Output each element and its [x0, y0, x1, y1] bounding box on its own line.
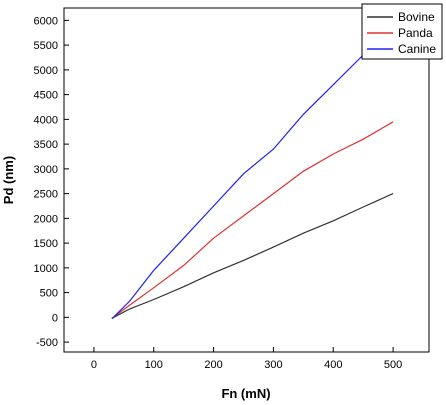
y-tick-label: 5500: [34, 40, 58, 52]
y-tick-label: -500: [36, 337, 58, 349]
legend-label-canine: Canine: [398, 42, 436, 56]
legend-items: Bovine Panda Canine: [367, 10, 436, 56]
tick-group: 0 100 200 300 400 500 -500 0 500 1000 1500 2000 2500…: [34, 15, 403, 371]
legend-label-panda: Panda: [398, 26, 433, 40]
y-tick-label: 5000: [34, 65, 58, 77]
y-tick-label: 6000: [34, 15, 58, 27]
y-tick-label: 1500: [34, 238, 58, 250]
x-tick-label: 200: [204, 359, 222, 371]
x-tick-label: 400: [324, 359, 342, 371]
series-line-canine: [111, 24, 394, 320]
x-tick-label: 0: [91, 359, 97, 371]
series-line-panda: [111, 121, 394, 319]
plot-frame: [63, 7, 430, 353]
x-tick-label: 500: [384, 359, 402, 371]
series-group: [111, 24, 394, 320]
y-tick-label: 500: [40, 288, 58, 300]
x-axis-title: Fn (mN): [221, 386, 270, 401]
y-tick-label: 2500: [34, 189, 58, 201]
y-axis-title: Pd (nm): [1, 156, 16, 204]
legend: Bovine Panda Canine: [361, 3, 443, 60]
y-tick-label: 4000: [34, 114, 58, 126]
y-tick-label: 1000: [34, 263, 58, 275]
x-tick-label: 300: [264, 359, 282, 371]
y-tick-label: 3500: [34, 139, 58, 151]
x-tick-label: 100: [145, 359, 163, 371]
legend-box: [361, 3, 443, 60]
series-line-bovine: [111, 193, 394, 319]
y-tick-label: 0: [52, 312, 58, 324]
y-tick-label: 3000: [34, 164, 58, 176]
y-tick-label: 4500: [34, 90, 58, 102]
y-tick-label: 2000: [34, 213, 58, 225]
legend-label-bovine: Bovine: [398, 10, 435, 24]
